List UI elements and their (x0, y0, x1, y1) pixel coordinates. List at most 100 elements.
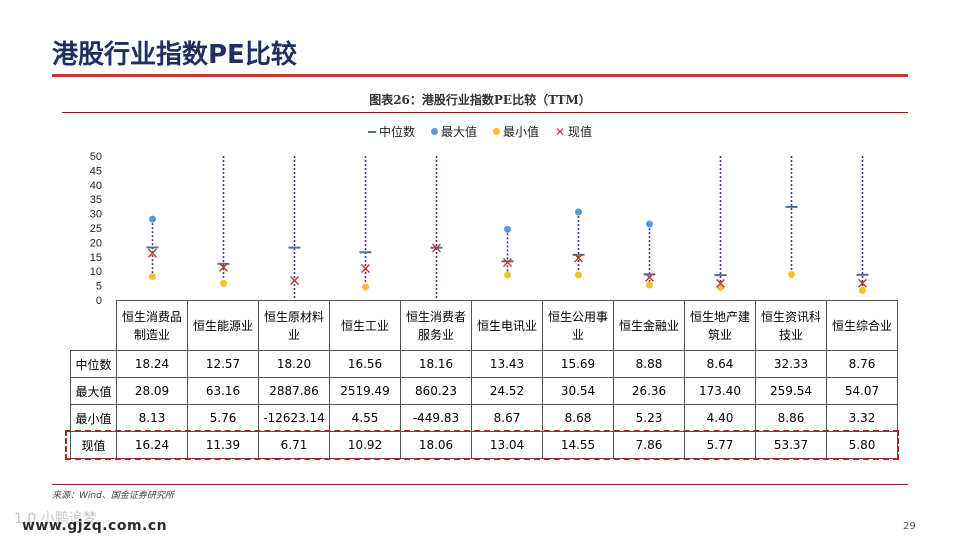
table-cell: 8.64 (684, 350, 756, 378)
table-cell: 13.43 (471, 350, 543, 378)
current-point (361, 264, 370, 274)
table-cell: 63.16 (187, 377, 259, 405)
table-cell: 13.04 (471, 431, 543, 459)
y-tick-label: 15 (90, 252, 102, 264)
table-cell: 3.32 (826, 404, 898, 432)
table-cell: 2887.86 (258, 377, 330, 405)
table-cell: 8.88 (613, 350, 685, 378)
table-corner-cell (70, 300, 117, 351)
table-cell: 5.80 (826, 431, 898, 459)
current-row-highlight (65, 430, 899, 460)
table-cell: 6.71 (258, 431, 330, 459)
table-cell: 16.56 (329, 350, 401, 378)
legend-min: 最小值 (492, 123, 539, 140)
current-point (574, 253, 583, 263)
y-tick-label: 25 (90, 223, 102, 235)
table-cell: 18.16 (400, 350, 472, 378)
y-tick-label: 35 (90, 194, 102, 206)
table-cell: 15.69 (542, 350, 614, 378)
table-cell: -449.83 (400, 404, 472, 432)
footer-url[interactable]: www.gjzq.com.cn (22, 518, 168, 534)
legend-max-label: 最大值 (440, 125, 477, 139)
current-point (645, 272, 654, 282)
y-tick-label: 5 (96, 281, 102, 293)
y-tick-label: 40 (90, 180, 102, 192)
min-point (788, 270, 795, 278)
table-cell: 4.40 (684, 404, 756, 432)
table-cell: 2519.49 (329, 377, 401, 405)
table-cell: 14.55 (542, 431, 614, 459)
table-row-min: 最小值 8.13 5.76 -12623.14 4.55 -449.83 8.6… (70, 404, 898, 432)
min-point (149, 273, 156, 281)
source-note: 来源：Wind、国金证券研究所 (52, 491, 174, 501)
max-point (646, 220, 653, 228)
legend-median-label: 中位数 (378, 125, 415, 139)
row-label: 中位数 (70, 350, 117, 378)
watermark: 1.0 小鹏追梦 (14, 511, 97, 527)
legend-median: 中位数 (367, 123, 415, 140)
table-cell: 10.92 (329, 431, 401, 459)
table-cell: 24.52 (471, 377, 543, 405)
min-point (220, 279, 227, 287)
page-number: 29 (903, 521, 916, 532)
row-label: 最小值 (70, 404, 117, 432)
table-cell: 4.55 (329, 404, 401, 432)
table-cell: 26.36 (613, 377, 685, 405)
category-header: 恒生电讯业 (471, 300, 543, 351)
median-marker-icon (367, 130, 376, 133)
current-point (290, 276, 299, 286)
max-marker-icon (430, 128, 438, 135)
category-header: 恒生原材料业 (258, 300, 330, 351)
page-title: 港股行业指数PE比较 (52, 40, 297, 70)
legend-current-label: 现值 (568, 125, 593, 139)
table-cell: 18.24 (116, 350, 188, 378)
figure-caption: 图表26：港股行业指数PE比较（TTM） (369, 93, 591, 107)
table-cell: 8.86 (755, 404, 827, 432)
current-point (148, 248, 157, 258)
table-cell: 5.76 (187, 404, 259, 432)
table-cell: 8.13 (116, 404, 188, 432)
table-cell: 173.40 (684, 377, 756, 405)
current-point (716, 278, 725, 288)
table-cell: 53.37 (755, 431, 827, 459)
chart-legend: 中位数 最大值 最小值 ✕ 现值 (0, 123, 960, 140)
cross-marker-icon: ✕ (554, 124, 566, 139)
y-tick-label: 50 (90, 151, 102, 163)
table-cell: 16.24 (116, 431, 188, 459)
legend-current: ✕ 现值 (555, 123, 592, 140)
table-row-median: 中位数 18.24 12.57 18.20 16.56 18.16 13.43 … (70, 350, 898, 378)
category-header: 恒生金融业 (613, 300, 685, 351)
min-point (575, 271, 582, 279)
table-cell: 18.20 (258, 350, 330, 378)
max-point (149, 215, 156, 223)
table-cell: 28.09 (116, 377, 188, 405)
y-tick-label: 10 (90, 266, 102, 278)
table-cell: 5.77 (684, 431, 756, 459)
table-cell: 11.39 (187, 431, 259, 459)
min-point (504, 271, 511, 279)
title-rule (52, 74, 908, 77)
category-header: 恒生资讯科 技业 (755, 300, 827, 351)
min-point (859, 286, 866, 294)
category-header: 恒生消费品 制造业 (116, 300, 188, 351)
table-cell: 259.54 (755, 377, 827, 405)
table-cell: 32.33 (755, 350, 827, 378)
min-marker-icon (492, 128, 500, 135)
table-row-max: 最大值 28.09 63.16 2887.86 2519.49 860.23 2… (70, 377, 898, 405)
min-point (646, 281, 653, 289)
category-header: 恒生地产建 筑业 (684, 300, 756, 351)
current-point (503, 257, 512, 267)
min-point (362, 283, 369, 291)
table-cell: 30.54 (542, 377, 614, 405)
table-cell: 8.76 (826, 350, 898, 378)
current-point (432, 243, 441, 253)
table-cell: 12.57 (187, 350, 259, 378)
caption-rule (62, 112, 908, 113)
category-header: 恒生公用事业 (542, 300, 614, 351)
y-tick-label: 30 (90, 209, 102, 221)
current-point (858, 278, 867, 288)
y-tick-label: 45 (90, 165, 102, 177)
legend-max: 最大值 (430, 123, 477, 140)
category-header: 恒生工业 (329, 300, 401, 351)
table-header-row: 恒生消费品 制造业 恒生能源业 恒生原材料业 恒生工业 恒生消费者 服务业 恒生电讯… (70, 300, 898, 351)
